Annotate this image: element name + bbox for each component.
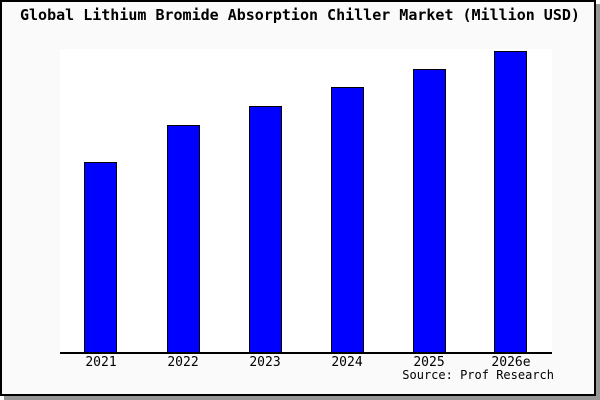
x-tick-label-2025: 2025: [413, 355, 445, 370]
bar-2022: [166, 125, 200, 352]
bar-2026e: [494, 51, 528, 352]
bar-2025: [412, 69, 446, 352]
chart-title: Global Lithium Bromide Absorption Chille…: [20, 6, 580, 24]
x-tick-label-2024: 2024: [331, 355, 363, 370]
bar-2024: [330, 87, 364, 352]
plot-area: [60, 49, 552, 354]
bar-2021: [84, 162, 118, 352]
x-tick-label-2021: 2021: [85, 355, 117, 370]
x-axis-labels: 2021 2022 2023 2024 2025 2026e: [60, 354, 552, 370]
source-credit: Source: Prof Research: [402, 368, 554, 382]
x-tick-label-2022: 2022: [167, 355, 199, 370]
x-tick-label-2026e: 2026e: [491, 355, 531, 370]
bar-2023: [248, 106, 282, 352]
x-tick-label-2023: 2023: [249, 355, 281, 370]
